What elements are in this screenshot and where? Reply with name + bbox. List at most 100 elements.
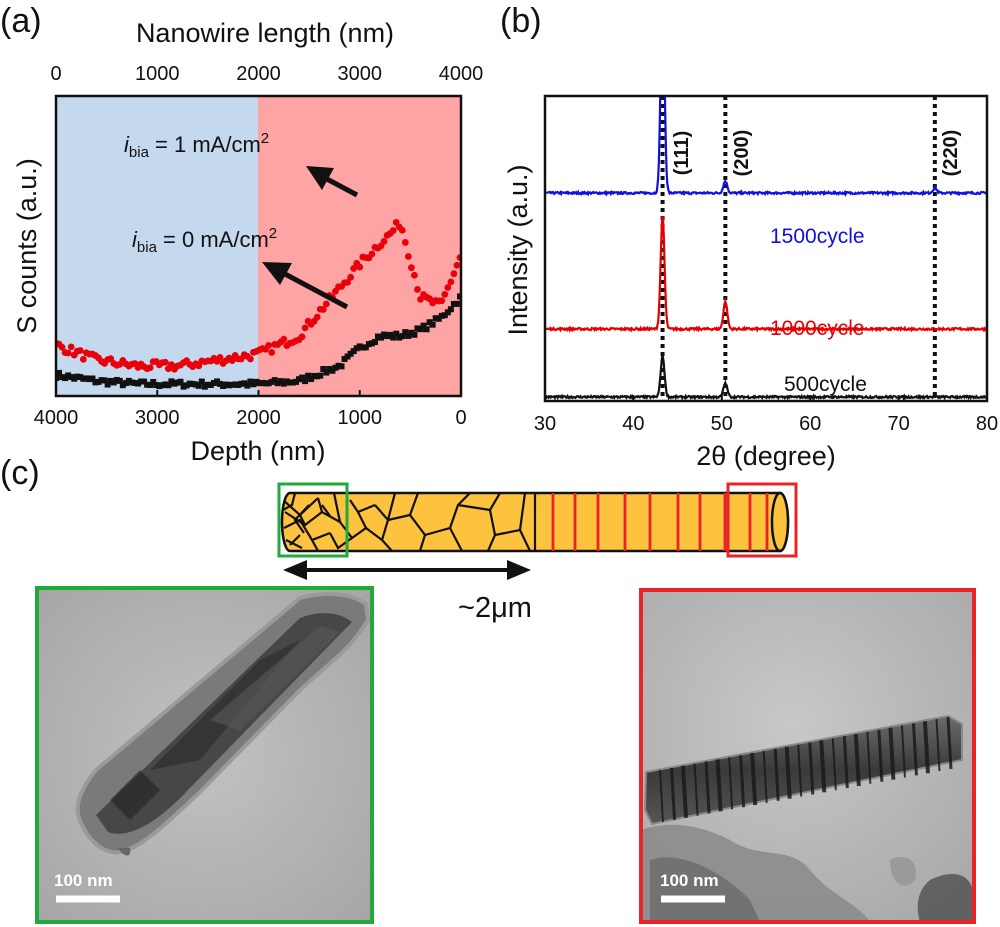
tem-twin-stripe [900,725,906,778]
nanowire-end-cap [770,491,790,553]
black-series-point [210,380,217,387]
black-series-point [153,382,160,389]
black-series-point [296,376,302,383]
black-series-point [283,378,290,385]
black-series-point [141,378,148,385]
tem-twin-stripe [819,740,827,793]
tem-twin-stripe [704,761,711,814]
black-series-point [247,378,254,385]
black-series-point [89,375,96,382]
black-series-point [384,333,391,340]
panel-a-x-axis-title: Depth (nm) [190,436,325,466]
black-series-point [353,345,360,352]
panel-b-x-ticks: 30 40 50 60 70 80 [534,395,998,435]
panel-a-annotation-0: ibia = 0 mA/cm2 [132,225,277,256]
black-series-point [165,382,172,389]
black-series-point [107,377,114,384]
black-series-point [299,374,306,381]
black-series-point [277,378,284,385]
b-x-tick-label: 80 [976,413,998,435]
red-series-point [195,362,203,370]
red-highlight-box [726,482,798,558]
tem-twin-stripe [888,727,896,780]
black-series-point [92,379,99,386]
black-series-point [405,332,412,339]
black-series-point [128,379,135,386]
black-series-point [317,372,324,379]
black-series-point [408,329,415,336]
red-series-point [389,227,397,234]
black-series-point [207,381,214,388]
bottom-tick-label: 3000 [135,407,180,429]
red-series-point [347,273,355,281]
red-series-point [417,295,424,303]
red-series-point [398,226,406,234]
panel-a-annotation-1: ibia = 1 mA/cm2 [124,130,269,161]
bottom-tick-label: 4000 [34,407,79,429]
bottom-tick-label: 0 [455,407,466,429]
panel-b-frame [543,94,989,403]
panel-b: (b) 30 40 50 60 70 80 2θ (degree) Intensity (… [500,2,998,471]
panel-a-top-axis-title: Nanowire length (nm) [136,18,394,48]
red-series-point [280,335,288,343]
black-series-point [125,377,132,384]
tem-twin-stripe [911,723,918,776]
black-series-point [62,375,69,382]
tem-twin-stripe [946,716,953,770]
black-series-point [113,376,120,383]
red-series-point [344,278,351,286]
red-series-point [441,290,449,298]
black-series-point [286,379,293,386]
black-series-point [162,381,169,388]
black-series-point [204,381,211,388]
red-series-point [79,355,87,363]
black-series-point [229,381,236,388]
tem-twin-stripe [728,757,734,810]
red-series-point [450,270,458,278]
panel-a: (a) Nanowire length (nm) 0 1000 2000 3000 40… [0,2,483,466]
scale-bar-left-label: 100 nm [54,871,113,890]
black-series-point [180,383,187,390]
black-series-point [289,379,296,386]
black-series-point [332,364,339,371]
green-highlight-box [277,482,349,558]
black-series-point [399,333,406,340]
black-series-point [174,379,181,386]
black-series-point [156,383,163,390]
tem-twin-stripe [808,742,815,795]
red-series-point [161,358,169,366]
black-series-point [104,381,111,388]
black-series-point [131,379,138,386]
tem-twin-stripe [853,733,861,787]
top-tick-label: 1000 [135,63,180,85]
black-series-point [435,315,442,322]
black-series-point [420,322,427,329]
black-series-point [95,378,102,385]
series-label-1000cycle: 1000cycle [770,317,865,340]
black-series-point [101,377,108,384]
black-series-point [186,380,193,387]
spectrum-1000cycle [545,216,987,334]
top-tick-label: 3000 [338,63,383,85]
red-series-point [411,271,418,279]
red-series-point [453,261,461,269]
length-label: ~2μm [458,592,532,624]
panel-a-series-black [56,293,461,390]
black-series-point [338,363,345,370]
bottom-tick-label: 2000 [236,407,281,429]
black-series-point [192,381,199,388]
black-series-point [292,378,299,385]
black-series-point [213,378,220,385]
black-series-point [77,374,84,381]
black-series-point [59,374,66,381]
tem-twin-stripe [922,721,930,774]
black-series-point [323,369,330,376]
tem-twin-stripe [831,738,837,791]
tem-twin-stripe [693,763,699,816]
black-series-point [350,348,357,355]
black-series-point [417,326,424,333]
black-series-point [138,378,145,385]
red-series-point [265,341,273,349]
black-series-point [250,381,257,388]
scale-bar-right-label: 100 nm [660,871,719,890]
